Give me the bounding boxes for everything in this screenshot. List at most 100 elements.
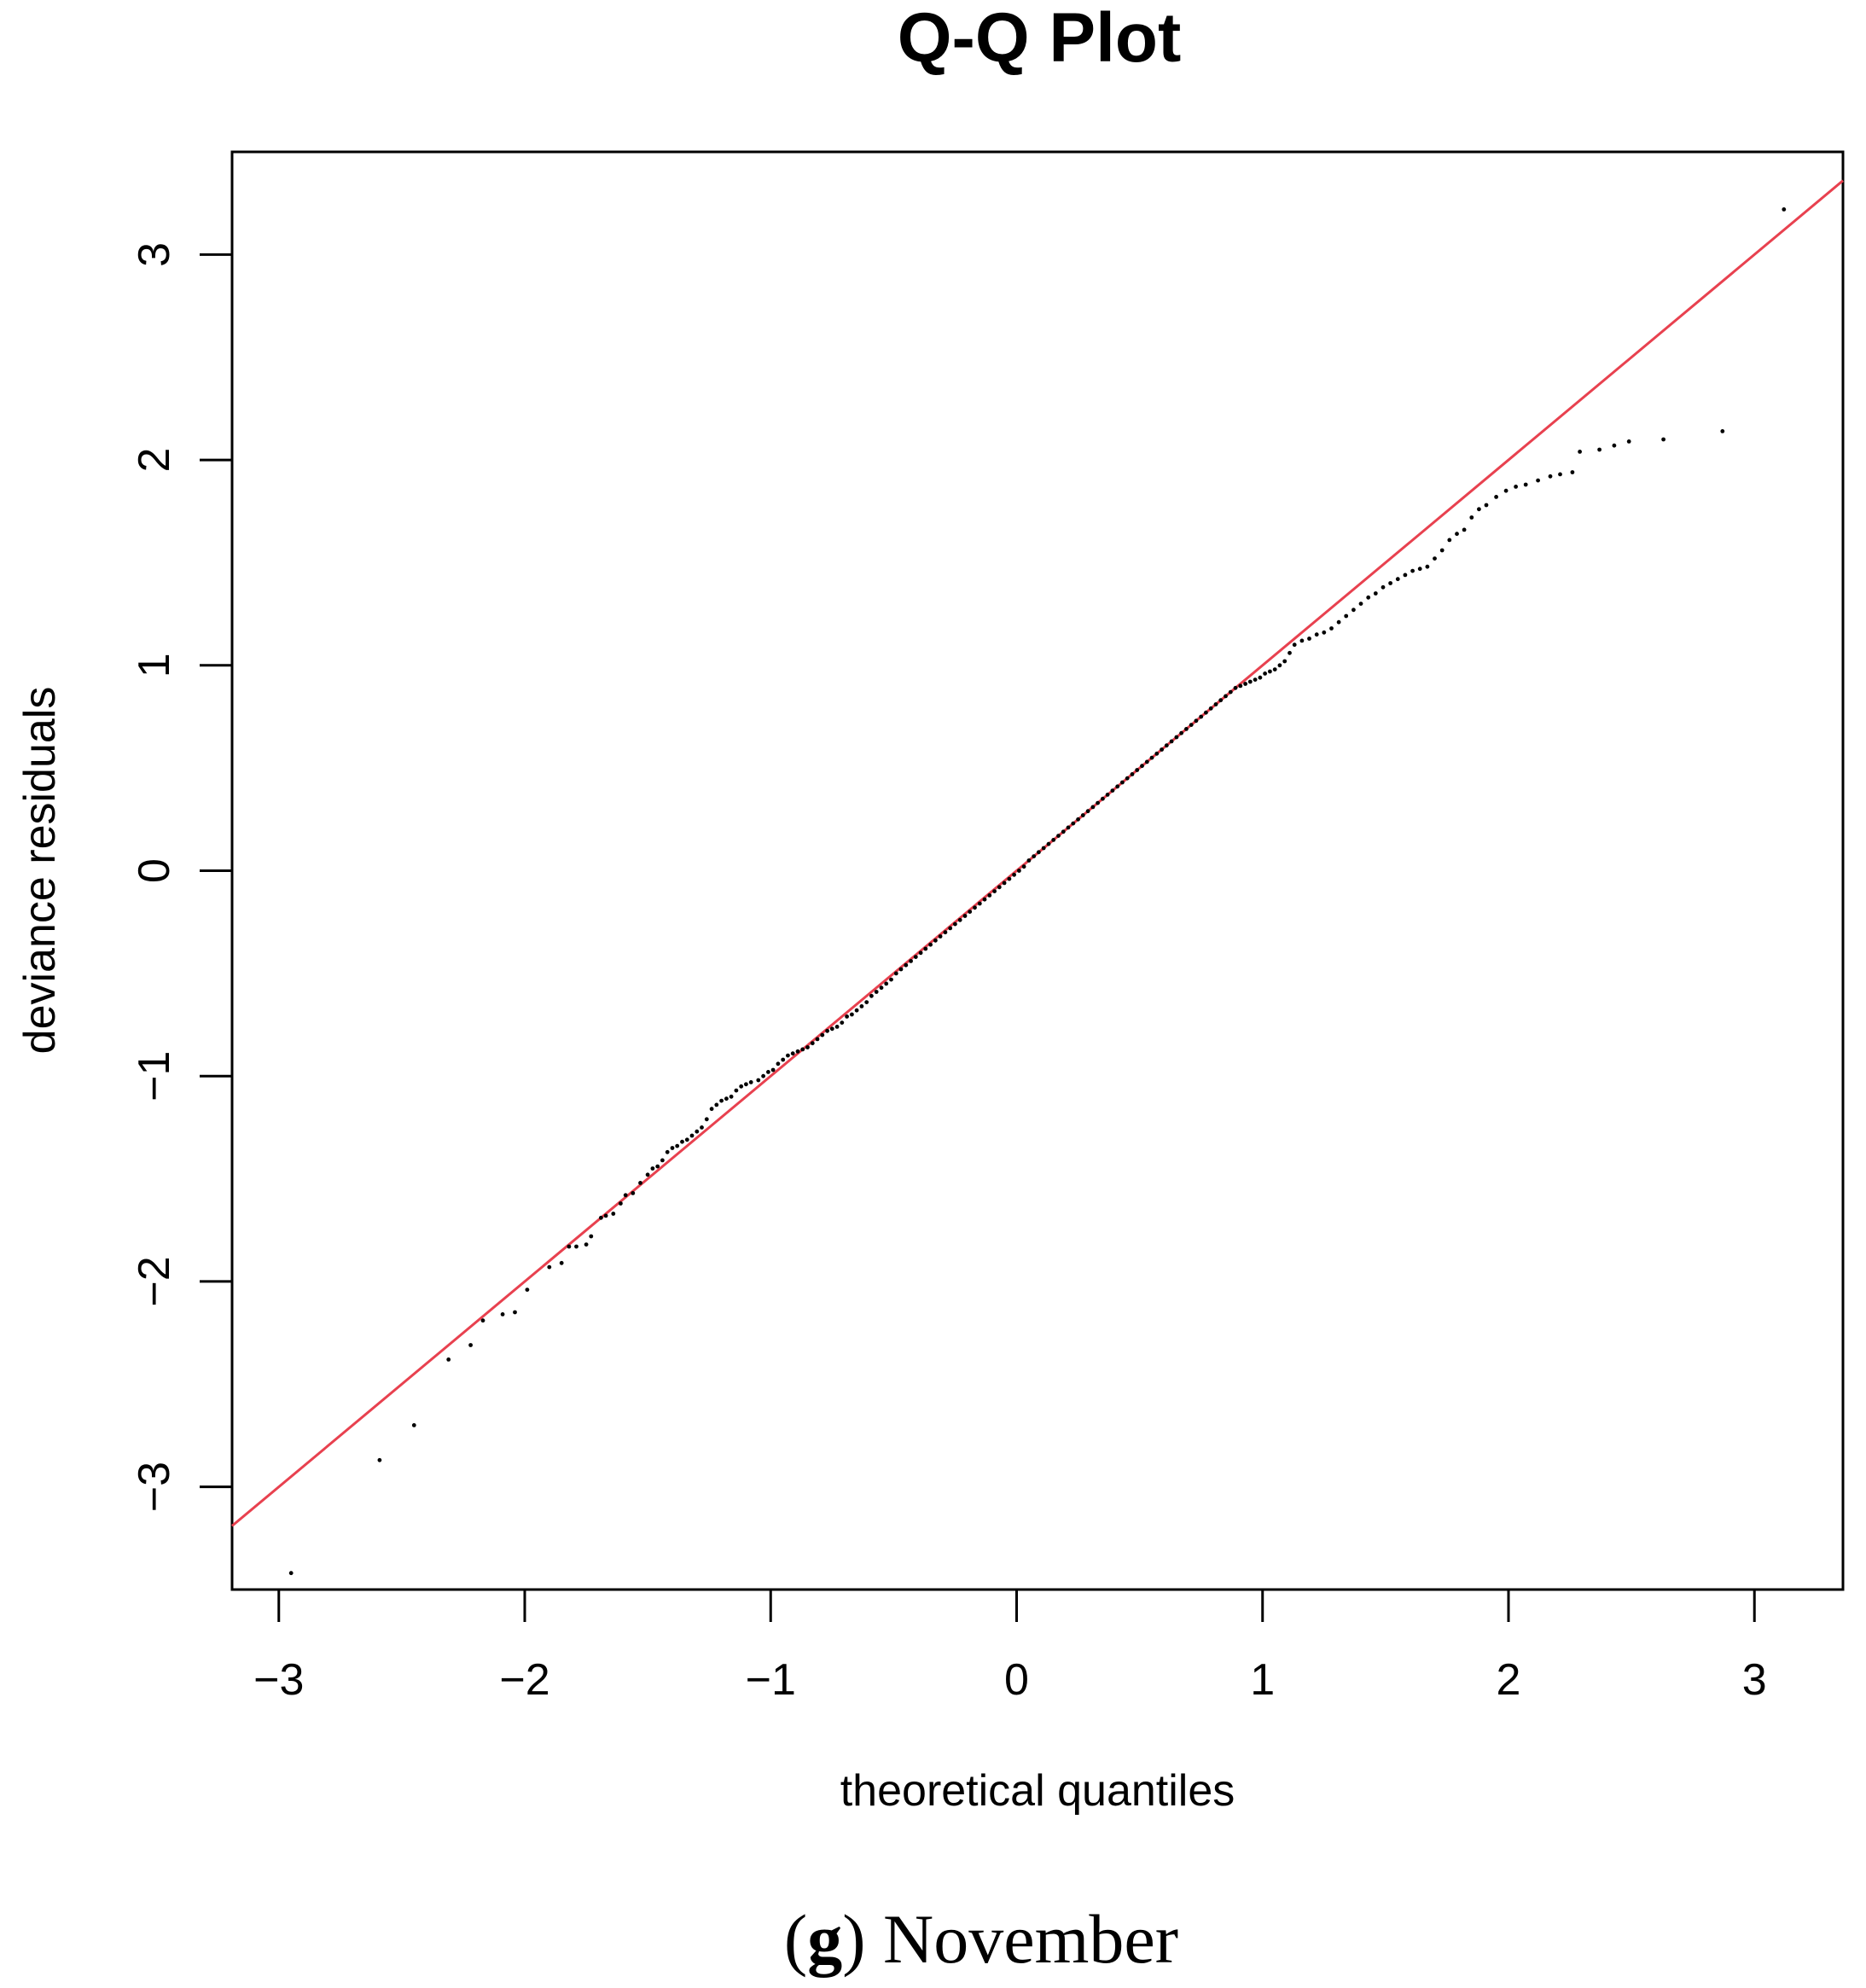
data-point [874,990,879,994]
x-tick-label: 2 [1497,1655,1521,1705]
data-point [480,1318,485,1323]
x-tick-label: −3 [253,1655,304,1705]
data-point [1455,532,1459,537]
data-point [665,1149,670,1154]
data-point [655,1164,660,1169]
data-point [997,885,1002,890]
data-point [1149,755,1154,760]
data-point [611,1212,616,1216]
data-point [1204,710,1208,715]
data-point [1199,714,1204,719]
data-point [1373,591,1378,596]
data-point [968,910,973,914]
data-point [589,1234,594,1239]
data-point [714,1102,719,1107]
data-point [1352,607,1356,613]
data-point [756,1078,761,1083]
data-point [1002,881,1007,886]
data-point [1154,751,1160,756]
x-axis-label: theoretical quantiles [840,1766,1235,1816]
data-point [689,1133,695,1138]
data-point [1578,450,1582,454]
data-point [1403,573,1408,578]
data-point [468,1343,473,1347]
data-point [1218,698,1224,703]
data-point [623,1193,628,1198]
data-point [525,1288,530,1292]
data-point [1051,838,1056,842]
data-point [1032,854,1037,858]
data-point [744,1082,748,1087]
data-point [884,981,889,986]
data-point [1381,584,1386,590]
data-point [1272,667,1277,671]
data-point [739,1084,744,1089]
data-point [660,1158,665,1163]
data-point [898,967,904,972]
data-point [729,1094,734,1099]
data-point [1184,727,1189,731]
data-point [904,962,909,968]
data-point [1288,650,1292,655]
data-point [805,1045,810,1049]
data-point [977,901,982,906]
data-point [1410,568,1415,573]
data-point [815,1037,820,1042]
data-point [1292,642,1297,648]
data-point [1247,679,1253,684]
data-point [1626,439,1631,444]
data-point [1358,602,1363,606]
chart-title: Q-Q Plot [898,0,1182,77]
data-point [675,1143,680,1148]
data-point [645,1172,650,1177]
data-point [1208,706,1213,711]
data-point [1395,577,1400,582]
data-point [1344,613,1349,619]
data-point [918,950,923,956]
data-point [1439,548,1445,553]
data-point [1536,478,1540,483]
plot-area-frame [230,150,1845,1591]
data-point [879,985,884,991]
data-point [864,1000,869,1004]
data-point [500,1312,505,1317]
data-point [1388,581,1392,585]
data-point [574,1244,578,1249]
data-point [1140,764,1144,769]
data-point [766,1070,770,1074]
data-point [1056,834,1061,838]
data-point [1213,702,1218,706]
data-point [1046,841,1051,846]
caption-letter: g [807,1900,842,1978]
x-tick-label: 0 [1004,1655,1029,1705]
data-point [1314,632,1319,637]
data-point [845,1014,849,1019]
data-point [1570,470,1575,474]
data-point [973,905,977,910]
data-point [1144,759,1149,764]
data-point [938,934,943,939]
data-point [1558,472,1562,477]
data-point [1469,515,1474,520]
data-point [1523,482,1528,487]
y-tick-label: 2 [130,448,179,473]
data-point [953,921,957,927]
data-point [1243,682,1247,686]
y-axis-label: deviance residuals [15,687,65,1055]
data-point [1071,821,1076,826]
data-point [1484,503,1489,508]
data-point [1110,788,1115,793]
data-point [695,1129,700,1134]
data-point [1336,619,1341,625]
data-point [1263,671,1267,676]
y-tick-label: 0 [130,858,179,883]
data-point [411,1423,416,1427]
data-point [1720,429,1725,433]
data-point [1661,437,1665,442]
data-point [1322,630,1327,635]
data-point [869,993,874,998]
data-point [928,942,933,947]
data-point [1189,723,1194,727]
x-tick-label: −2 [499,1655,549,1705]
data-point [1026,858,1032,863]
